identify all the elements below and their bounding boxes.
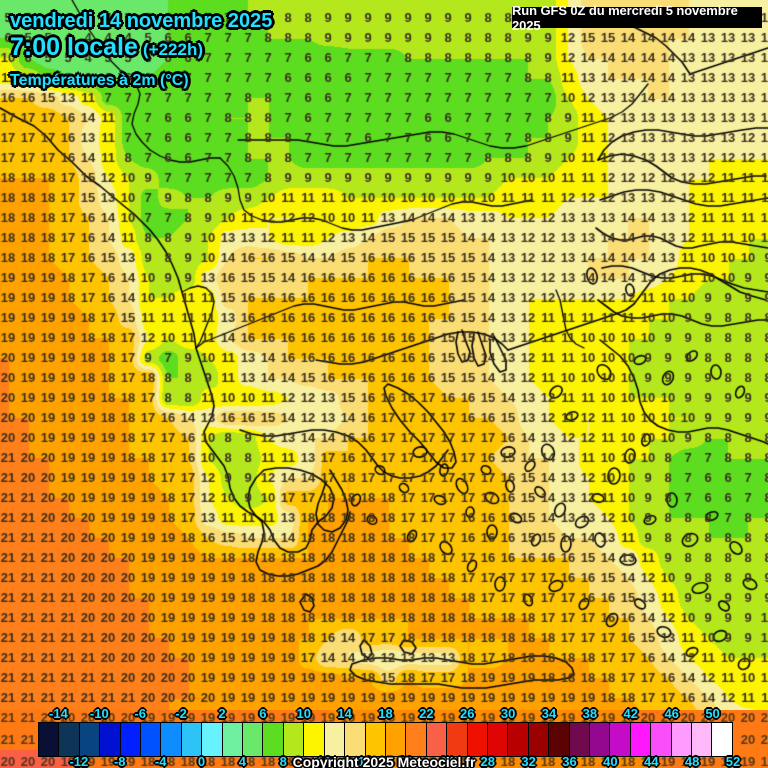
color-scale-swatch [508, 723, 528, 756]
weather-map-page: vendredi 14 novembre 2025 7:00 locale (+… [0, 0, 768, 768]
color-scale-tick-bottom: 28 [480, 754, 494, 768]
color-scale-tick-top: 34 [542, 706, 556, 721]
forecast-step-label: (+222h) [143, 40, 203, 60]
color-scale-swatch [100, 723, 120, 756]
color-scale-swatch [427, 723, 447, 756]
model-run-badge: Run GFS 0Z du mercredi 5 novembre 2025 [512, 7, 762, 28]
color-scale-tick-top: 6 [259, 706, 266, 721]
color-scale-swatch [692, 723, 712, 756]
copyright-label: Copyright 2025 Meteociel.fr [293, 754, 476, 768]
color-scale-tick-top: 18 [378, 706, 392, 721]
color-scale-swatch [182, 723, 202, 756]
color-scale-swatch [202, 723, 222, 756]
parameter-label: Températures à 2m (°C) [10, 72, 189, 90]
color-scale-swatch [141, 723, 161, 756]
model-run-label: Run GFS 0Z du mercredi 5 novembre 2025 [512, 3, 762, 33]
color-scale-tick-bottom: 0 [198, 754, 205, 768]
color-scale-swatch [529, 723, 549, 756]
color-scale-swatch [386, 723, 406, 756]
color-scale-swatch [263, 723, 283, 756]
color-scale-tick-top: 30 [501, 706, 515, 721]
color-scale-swatch [631, 723, 651, 756]
color-scale-tick-top: 26 [460, 706, 474, 721]
color-scale-tick-top: 22 [419, 706, 433, 721]
color-scale-tick-top: -6 [134, 706, 146, 721]
color-scale-tick-bottom: 36 [562, 754, 576, 768]
color-scale-swatch [672, 723, 692, 756]
color-scale-tick-bottom: -12 [69, 754, 88, 768]
color-scale-swatch [223, 723, 243, 756]
color-scale-swatch [406, 723, 426, 756]
color-scale-swatch [488, 723, 508, 756]
color-scale-swatch [468, 723, 488, 756]
color-scale-swatch [712, 723, 731, 756]
color-scale-swatch [366, 723, 386, 756]
color-scale-tick-top: -14 [49, 706, 68, 721]
color-scale-tick-bottom: 40 [603, 754, 617, 768]
color-scale-tick-bottom: -8 [114, 754, 126, 768]
forecast-hour-label: 7:00 locale [10, 33, 138, 62]
color-scale-tick-top: 14 [337, 706, 351, 721]
color-scale-swatch [304, 723, 324, 756]
color-scale-swatch [325, 723, 345, 756]
forecast-date-label: vendredi 14 novembre 2025 [10, 10, 272, 33]
temperature-field-canvas [0, 0, 768, 710]
color-scale-tick-top: 42 [624, 706, 638, 721]
color-scale-tick-bottom: 32 [521, 754, 535, 768]
color-scale-tick-top: 50 [705, 706, 719, 721]
color-scale-tick-bottom: 4 [239, 754, 246, 768]
color-scale-swatch [59, 723, 79, 756]
color-scale-legend: -14 -10 -6 -2 2 6 10 14 18 22 26 30 34 38 42 46 50 -12 -8-… [0, 710, 768, 768]
color-scale-tick-top: -10 [90, 706, 109, 721]
color-scale-swatch [121, 723, 141, 756]
color-scale-tick-top: 46 [664, 706, 678, 721]
color-scale-swatch [610, 723, 630, 756]
color-scale-tick-top: 2 [218, 706, 225, 721]
color-scale-swatch [590, 723, 610, 756]
color-scale-swatch [243, 723, 263, 756]
color-scale-swatch [651, 723, 671, 756]
color-scale-swatch [447, 723, 467, 756]
color-scale-swatch [80, 723, 100, 756]
color-scale-tick-bottom: 52 [726, 754, 740, 768]
color-scale-tick-bottom: -4 [155, 754, 167, 768]
color-scale-tick-bottom: 44 [644, 754, 658, 768]
color-scale-swatch [570, 723, 590, 756]
color-scale-swatch [161, 723, 181, 756]
color-scale-strip [38, 722, 733, 757]
color-scale-tick-top: -2 [175, 706, 187, 721]
color-scale-swatch [284, 723, 304, 756]
color-scale-tick-top: 10 [297, 706, 311, 721]
color-scale-swatch [549, 723, 569, 756]
color-scale-tick-top: 38 [583, 706, 597, 721]
color-scale-swatch [39, 723, 59, 756]
color-scale-tick-bottom: 48 [685, 754, 699, 768]
color-scale-tick-bottom: 8 [280, 754, 287, 768]
color-scale-swatch [345, 723, 365, 756]
